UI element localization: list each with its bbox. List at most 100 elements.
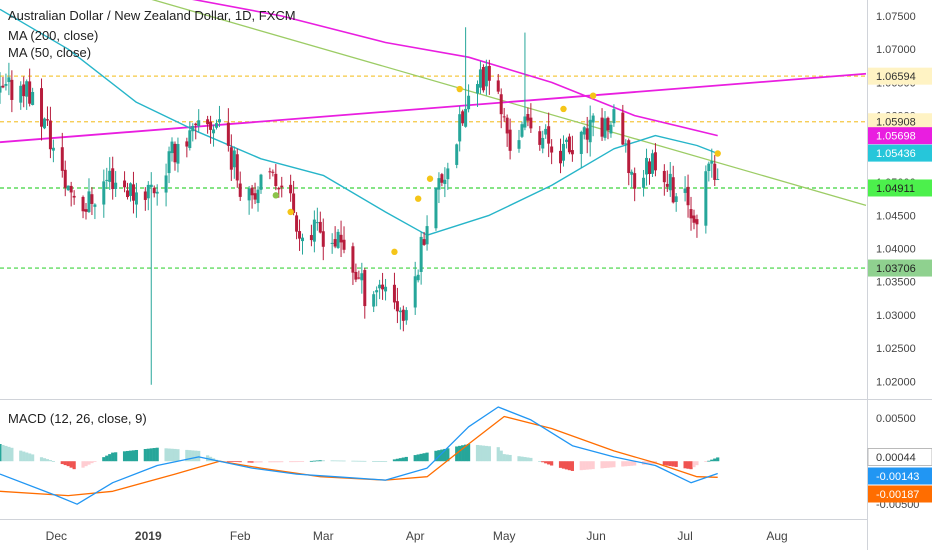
histogram-bar [170, 448, 174, 462]
candle-body [152, 187, 156, 194]
price-axis[interactable]: 1.075001.070001.065001.060001.055001.050… [876, 11, 916, 388]
candle-body [547, 126, 551, 144]
signal-marker [560, 105, 567, 113]
candle-body [63, 169, 67, 188]
histogram-bar [600, 461, 604, 469]
candle-body [695, 219, 699, 225]
candle-body [609, 124, 613, 134]
histogram-bar [7, 446, 11, 462]
trendlines [0, 0, 867, 206]
candle-body [197, 120, 201, 127]
macd-pane[interactable] [0, 406, 720, 505]
candle-body [114, 182, 118, 189]
candle-body [90, 194, 94, 204]
candle-body [339, 234, 343, 243]
histogram-bar [434, 450, 438, 462]
candle-body [22, 84, 26, 97]
histogram-bar [508, 454, 512, 462]
time-axis[interactable]: Dec 2019 Feb Mar Apr May Jun Jul Aug [46, 529, 788, 543]
histogram-bar [692, 461, 696, 468]
candle-body [289, 184, 293, 194]
histogram-bar [541, 461, 545, 463]
histogram-bar [351, 460, 355, 462]
candle-body [4, 83, 8, 86]
histogram-bar [496, 447, 500, 462]
histogram-bar [342, 460, 346, 462]
candle-body [496, 80, 500, 92]
histogram-bar [128, 450, 133, 462]
candle-body [461, 111, 465, 124]
histogram-bar [72, 461, 76, 470]
candle-body [131, 184, 135, 201]
histogram-bar [25, 452, 29, 462]
candle-body [582, 127, 586, 135]
histogram-bar [458, 445, 462, 462]
candle-body [579, 131, 583, 154]
histogram-bar [232, 461, 236, 463]
legend: Australian Dollar / New Zealand Dollar, … [8, 8, 296, 426]
histogram-bar [81, 461, 85, 468]
macd-badge-label: -0.00187 [876, 489, 919, 501]
histogram-bar [194, 450, 198, 462]
candle-body [51, 147, 55, 151]
candle-body [398, 310, 402, 313]
histogram-bar [339, 460, 343, 462]
histogram-bar [111, 452, 115, 462]
histogram-bar [60, 461, 64, 465]
candles [0, 27, 720, 385]
histogram-bar [585, 461, 589, 470]
candle-body [475, 84, 479, 94]
histogram-bar [520, 456, 524, 462]
candle-body [146, 184, 150, 199]
histogram-bar [102, 457, 106, 462]
histogram-bar [105, 455, 109, 462]
candle-body [309, 235, 313, 241]
histogram-bar [375, 461, 379, 462]
histogram-bar [609, 461, 613, 468]
candle-body [173, 143, 177, 163]
price-badge-label: 1.05908 [876, 117, 916, 129]
candle-body [508, 129, 512, 151]
histogram-bar [22, 451, 26, 462]
macd-histogram [0, 444, 720, 471]
candle-body [81, 196, 85, 212]
candle-body [464, 108, 468, 127]
candle-body [630, 171, 634, 175]
histogram-bar [277, 461, 281, 463]
histogram-bar [570, 461, 574, 471]
histogram-bar [440, 449, 444, 462]
candle-body [662, 170, 666, 183]
price-badge [868, 259, 932, 277]
price-pane[interactable] [0, 0, 867, 385]
histogram-bar [93, 461, 97, 463]
histogram-bar [713, 458, 717, 462]
price-tick-label: 1.07000 [876, 44, 916, 56]
ma50-line [0, 8, 718, 236]
time-tick-label: Dec [46, 529, 67, 543]
candle-body [624, 143, 628, 145]
histogram-bar [662, 461, 666, 466]
price-badge [868, 67, 932, 85]
signal-marker [426, 175, 434, 182]
candle-body [31, 91, 35, 105]
candle-body [301, 237, 305, 242]
histogram-bar [149, 448, 153, 462]
candle-body [686, 186, 690, 206]
histogram-bar [146, 448, 150, 462]
macd-tick-label: 0.00500 [876, 413, 916, 425]
histogram-bar [689, 461, 693, 470]
histogram-bar [630, 461, 634, 466]
candle-body [499, 94, 503, 115]
candle-body [167, 151, 171, 174]
candle-body [321, 231, 325, 247]
histogram-bar [579, 461, 583, 471]
signal-marker [414, 195, 422, 202]
price-tick-label: 1.03000 [876, 310, 916, 322]
candle-body [671, 177, 675, 203]
histogram-bar [621, 461, 625, 467]
candle-body [315, 222, 319, 224]
candle-body [143, 191, 147, 200]
candle-body [259, 174, 263, 190]
candle-body [333, 239, 337, 247]
